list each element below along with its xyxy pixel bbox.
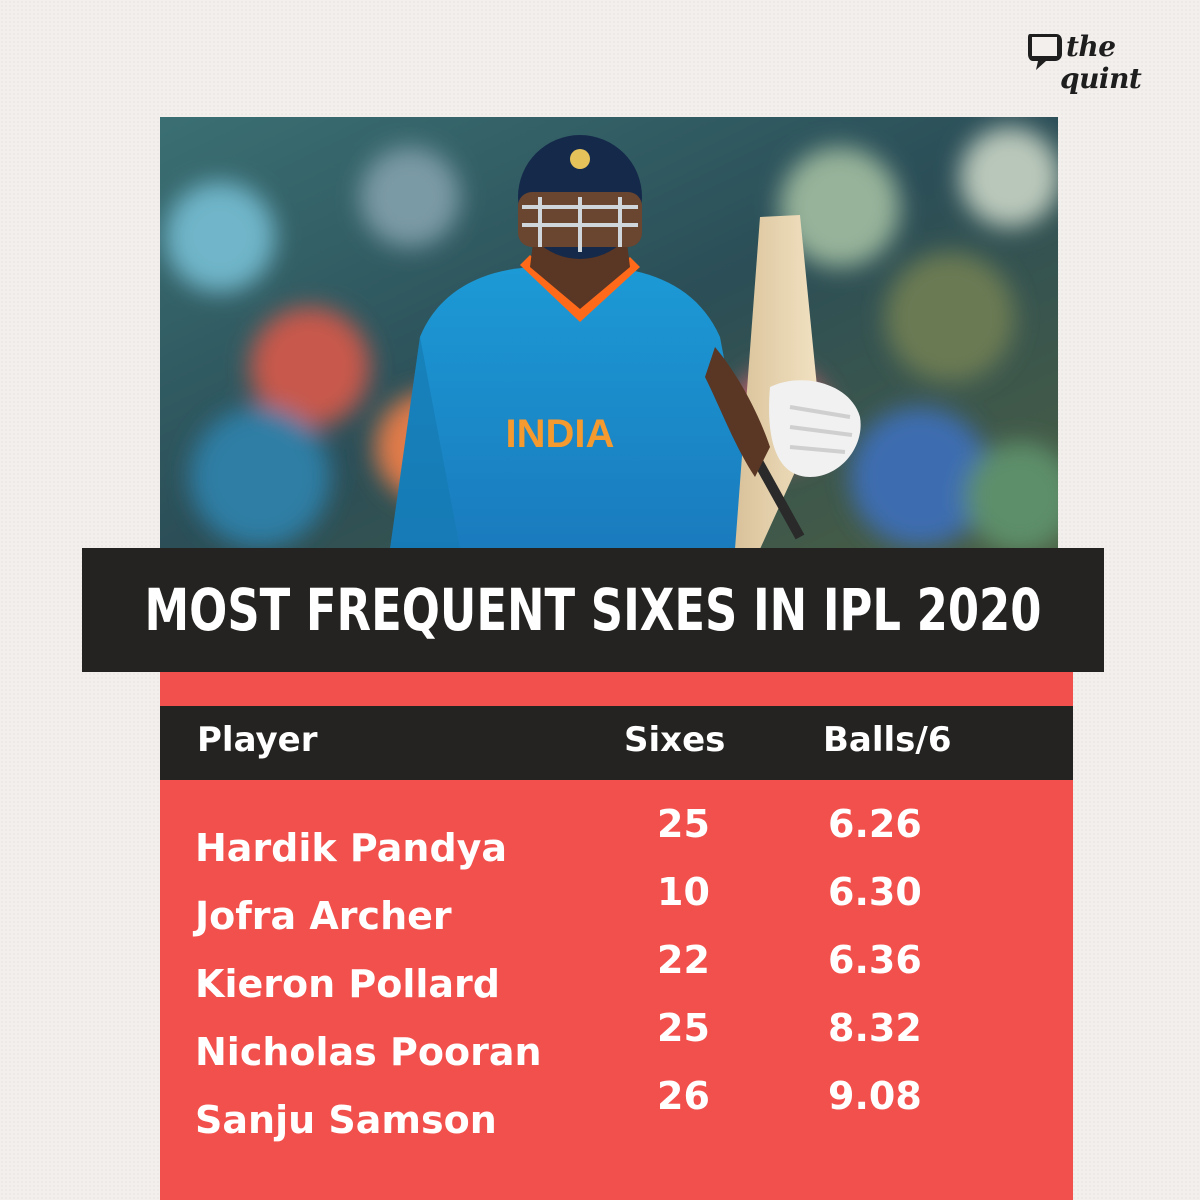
page-title: MOST FREQUENT SIXES IN IPL 2020 bbox=[144, 576, 1042, 644]
sixes-value: 25 bbox=[657, 1006, 710, 1050]
player-name: Nicholas Pooran bbox=[195, 1030, 542, 1074]
table-row: Sanju Samson 26 9.08 bbox=[160, 1074, 1073, 1154]
logo-word-quint: quint bbox=[1060, 62, 1142, 95]
table-row: Nicholas Pooran 25 8.32 bbox=[160, 1006, 1073, 1086]
balls-per-six-value: 6.26 bbox=[828, 802, 922, 846]
player-name: Hardik Pandya bbox=[195, 826, 508, 870]
table-row: Kieron Pollard 22 6.36 bbox=[160, 938, 1073, 1018]
player-photo: INDIA bbox=[160, 117, 1058, 549]
player-name: Sanju Samson bbox=[195, 1098, 497, 1142]
balls-per-six-value: 9.08 bbox=[828, 1074, 922, 1118]
player-name: Kieron Pollard bbox=[195, 962, 500, 1006]
table-row: Hardik Pandya 25 6.26 bbox=[160, 802, 1073, 882]
balls-per-six-value: 8.32 bbox=[828, 1006, 922, 1050]
jersey-text: INDIA bbox=[506, 412, 615, 456]
sixes-value: 10 bbox=[657, 870, 710, 914]
table-row: Jofra Archer 10 6.30 bbox=[160, 870, 1073, 950]
header-balls-per-six: Balls/6 bbox=[823, 720, 952, 760]
player-name: Jofra Archer bbox=[195, 894, 452, 938]
sixes-value: 26 bbox=[657, 1074, 710, 1118]
balls-per-six-value: 6.36 bbox=[828, 938, 922, 982]
sixes-value: 25 bbox=[657, 802, 710, 846]
speech-bubble-icon bbox=[1026, 32, 1064, 72]
table-header: Player Sixes Balls/6 bbox=[160, 706, 1073, 780]
logo-word-the: the bbox=[1066, 30, 1116, 63]
sixes-value: 22 bbox=[657, 938, 710, 982]
the-quint-logo: the quint bbox=[1026, 30, 1166, 130]
title-band: MOST FREQUENT SIXES IN IPL 2020 bbox=[82, 548, 1104, 672]
balls-per-six-value: 6.30 bbox=[828, 870, 922, 914]
header-player: Player bbox=[197, 720, 318, 760]
header-sixes: Sixes bbox=[624, 720, 726, 760]
